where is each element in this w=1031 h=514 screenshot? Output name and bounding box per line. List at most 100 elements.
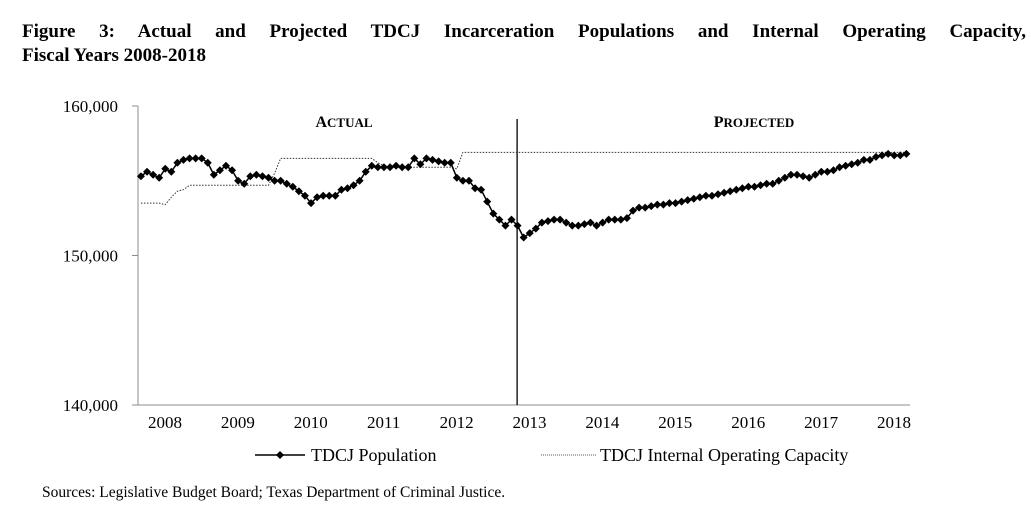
population-point <box>671 199 680 208</box>
population-point <box>252 170 261 179</box>
population-point <box>483 197 492 206</box>
population-point <box>659 200 668 209</box>
population-point <box>701 191 710 200</box>
population-point <box>689 194 698 203</box>
population-point <box>622 214 631 223</box>
population-point <box>373 163 382 172</box>
population-point <box>519 233 528 242</box>
population-point <box>774 176 783 185</box>
population-point <box>878 151 887 160</box>
x-tick-label: 2011 <box>367 413 400 432</box>
population-point <box>859 155 868 164</box>
x-tick-label: 2017 <box>804 413 839 432</box>
population-point <box>884 149 893 158</box>
population-point <box>300 191 309 200</box>
population-point <box>531 224 540 233</box>
population-line <box>140 153 907 239</box>
population-point <box>379 163 388 172</box>
population-point <box>805 173 814 182</box>
y-tick-label: 160,000 <box>63 97 118 116</box>
population-point <box>440 158 449 167</box>
population-point <box>221 161 230 170</box>
x-tick-label: 2008 <box>148 413 182 432</box>
population-point <box>149 170 158 179</box>
population-point <box>726 187 735 196</box>
population-point <box>191 154 200 163</box>
population-point <box>307 199 316 208</box>
population-point <box>343 184 352 193</box>
y-tick-label: 150,000 <box>63 247 118 266</box>
population-point <box>234 176 243 185</box>
population-point <box>550 215 559 224</box>
population-point <box>744 182 753 191</box>
population-point <box>264 173 273 182</box>
population-point <box>732 185 741 194</box>
population-point <box>361 167 370 176</box>
x-tick-label: 2018 <box>877 413 911 432</box>
population-point <box>434 157 443 166</box>
population-point <box>756 181 765 190</box>
population-point <box>197 154 206 163</box>
legend-capacity-label: TDCJ Internal Operating Capacity <box>600 445 848 465</box>
annotation-actual: ACTUAL <box>315 114 372 131</box>
population-point <box>501 221 510 230</box>
population-point <box>871 152 880 161</box>
population-point <box>604 215 613 224</box>
population-point <box>167 167 176 176</box>
population-point <box>829 166 838 175</box>
x-tick-label: 2010 <box>294 413 328 432</box>
population-point <box>841 161 850 170</box>
title-line-1: Figure 3: Actual and Projected TDCJ Inca… <box>22 21 1026 42</box>
population-point <box>902 149 911 158</box>
population-point <box>598 218 607 227</box>
population-point <box>386 163 395 172</box>
population-point <box>422 154 431 163</box>
population-point <box>543 217 552 226</box>
population-point <box>647 202 656 211</box>
population-point <box>665 199 674 208</box>
population-point <box>811 170 820 179</box>
population-point <box>270 176 279 185</box>
population-point <box>495 215 504 224</box>
population-point <box>155 173 164 182</box>
population-point <box>404 163 413 172</box>
population-point <box>628 206 637 215</box>
population-point <box>215 166 224 175</box>
population-point <box>464 176 473 185</box>
x-tick-label: 2015 <box>658 413 692 432</box>
population-point <box>136 172 145 181</box>
x-tick-label: 2012 <box>440 413 474 432</box>
population-point <box>507 215 516 224</box>
population-point <box>707 191 716 200</box>
population-point <box>780 173 789 182</box>
population-point <box>750 182 759 191</box>
population-point <box>179 155 188 164</box>
population-point <box>410 154 419 163</box>
population-point <box>161 164 170 173</box>
figure-title: Figure 3: Actual and Projected TDCJ Inca… <box>22 20 1026 68</box>
population-point <box>452 173 461 182</box>
population-point <box>209 170 218 179</box>
population-point <box>677 197 686 206</box>
population-point <box>282 179 291 188</box>
population-point <box>853 158 862 167</box>
population-point <box>489 209 498 218</box>
population-point <box>720 188 729 197</box>
population-point <box>228 166 237 175</box>
population-point <box>513 221 522 230</box>
population-point <box>556 215 565 224</box>
population-point <box>817 167 826 176</box>
population-point <box>203 158 212 167</box>
population-point <box>288 182 297 191</box>
x-tick-label: 2016 <box>731 413 765 432</box>
population-point <box>313 193 322 202</box>
population-point <box>294 187 303 196</box>
population-point <box>337 185 346 194</box>
population-point <box>276 176 285 185</box>
annotation-projected: PROJECTED <box>714 114 795 131</box>
population-point <box>458 176 467 185</box>
population-point <box>890 151 899 160</box>
population-point <box>835 163 844 172</box>
population-point <box>173 158 182 167</box>
